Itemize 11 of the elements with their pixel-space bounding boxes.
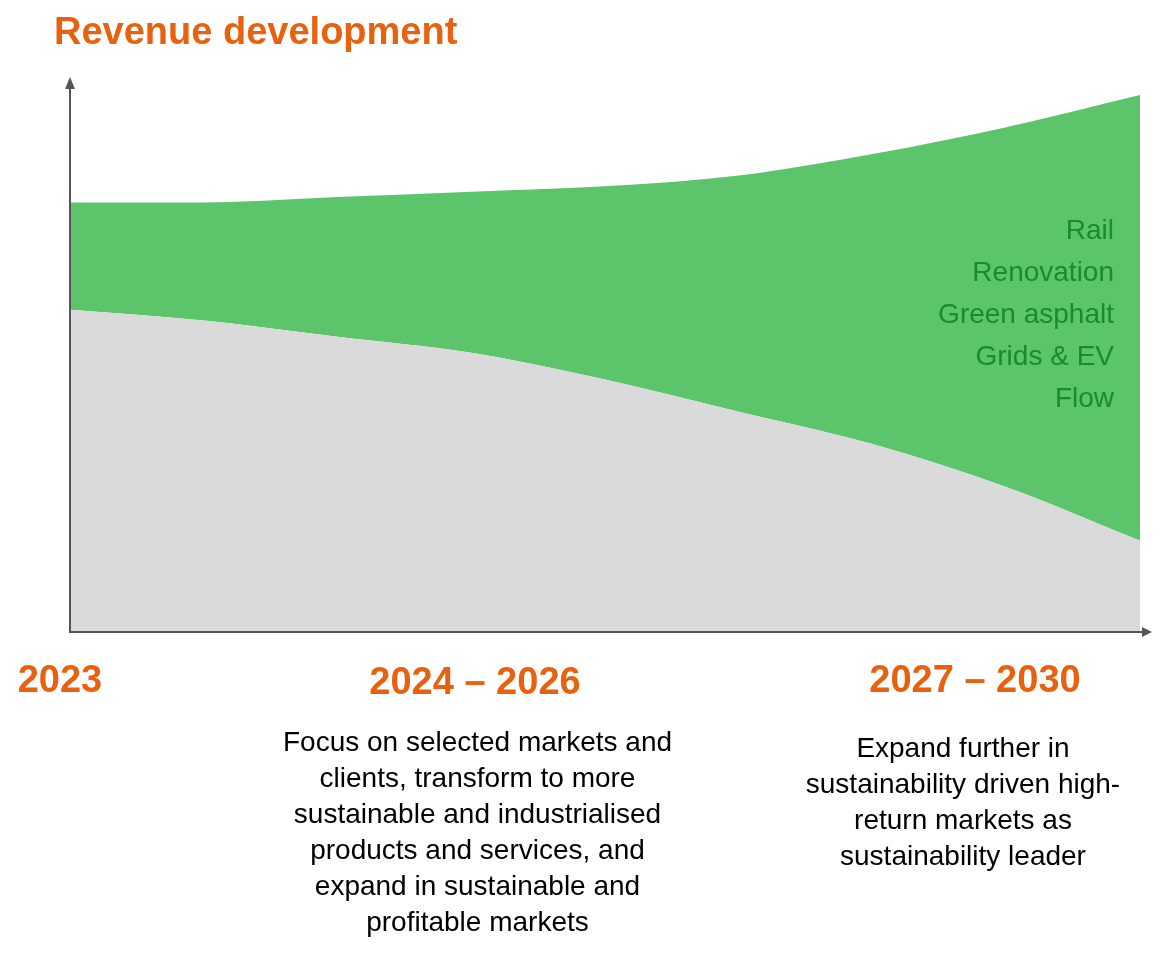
text: Expand further in sustainability driven high-return markets as sustainability leader: [804, 731, 1122, 873]
text: 2027 – 2030: [868, 658, 1082, 701]
chart-title: Revenue development: [54, 10, 458, 53]
annotation: Rail: [1065, 213, 1114, 245]
annotation: Green asphalt: [938, 297, 1115, 329]
annotation: Flow: [1054, 381, 1115, 413]
text: 2024 – 2026: [368, 660, 582, 703]
text: 2023: [16, 658, 104, 701]
annotation: Grids & EV: [975, 339, 1115, 371]
annotation: Renovation: [972, 255, 1114, 287]
text: Focus on selected markets and clients, transform to more sustainable and industrialised products and services, and expand in sustainable and profitable markets: [281, 725, 674, 939]
